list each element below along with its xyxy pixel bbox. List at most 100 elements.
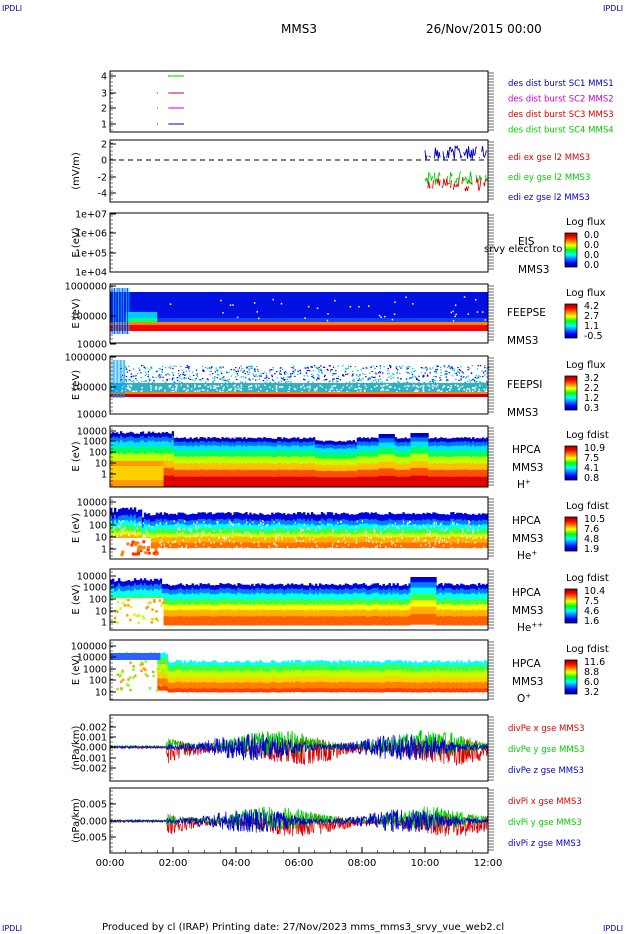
hpca-cell	[374, 445, 377, 451]
hpca-cell	[390, 542, 393, 549]
hpca-cell	[402, 469, 405, 478]
hpca-cell	[241, 476, 244, 488]
feepsi-gap	[459, 386, 462, 389]
feepsi-speckle	[353, 378, 355, 380]
feepsi-gap	[159, 386, 162, 388]
hpca-cell	[430, 476, 433, 488]
hpca-he-speck	[439, 537, 441, 540]
hpca-cell	[336, 458, 340, 466]
feepsi-speckle	[248, 378, 250, 380]
hpca-cell	[277, 476, 280, 488]
hpca-cell	[203, 532, 206, 537]
hpca-cell	[199, 547, 202, 560]
feepsi-speckle	[312, 374, 315, 376]
feepsi-speckle	[486, 382, 488, 384]
hpca-cell	[273, 457, 276, 465]
hpca-cell	[149, 530, 153, 535]
feepsi-gap	[257, 391, 260, 393]
hpca-he-speck	[209, 525, 211, 528]
hpca-cell	[227, 456, 230, 464]
feepsi-gap	[129, 384, 131, 386]
feepsi-gap	[475, 386, 477, 388]
hpca-cell	[454, 520, 457, 526]
hpca-cell	[368, 542, 372, 549]
feepsi-speckle	[357, 375, 360, 377]
hpca-cell	[396, 451, 399, 458]
hpca-cell	[225, 528, 228, 534]
feepsi-gap	[111, 388, 114, 390]
hpca-cell	[177, 450, 181, 458]
hpca-cell	[247, 469, 250, 477]
feepsi-speckle	[180, 365, 182, 368]
hpca-cell	[237, 456, 240, 464]
hpca-cell	[229, 476, 232, 488]
hpca-cell	[293, 542, 296, 549]
feepsi-gap	[433, 385, 436, 387]
hpca-cell	[454, 441, 457, 447]
hpca-cell	[444, 525, 447, 531]
hpca-cell	[207, 547, 210, 560]
hpca-cell	[486, 450, 489, 457]
feepsi-speckle	[121, 374, 124, 376]
hpca-cell	[193, 542, 196, 549]
hpca-cell	[233, 457, 236, 465]
hpca-cell	[304, 438, 308, 443]
hpca-cell	[291, 469, 294, 477]
hpca-he-speck	[315, 529, 317, 532]
hpca-cell	[259, 463, 262, 471]
hpca-cell	[113, 591, 117, 598]
hpca-cell	[342, 519, 346, 525]
feepsi-speckle	[271, 379, 274, 381]
hpca-he-speck	[262, 549, 264, 552]
hpca-he-early	[121, 550, 125, 554]
hpca-cell	[297, 450, 300, 457]
hpca-cell	[428, 547, 431, 560]
hpca-cell	[183, 456, 186, 464]
hpca-cell	[161, 436, 165, 442]
feepsi-speckle	[158, 374, 161, 376]
hpca-cell	[466, 537, 469, 544]
hpca-cell	[253, 542, 256, 549]
hpca-cell	[338, 477, 342, 488]
hpca-cell	[346, 528, 350, 534]
hpca-cell	[336, 471, 340, 478]
hpca-he-speck	[312, 538, 314, 541]
feepsi-speckle	[406, 368, 408, 370]
hpca-cell	[151, 452, 155, 461]
feepsi-speckle	[254, 375, 256, 377]
feepsi-speckle	[252, 378, 254, 380]
hpca-he-speck	[294, 521, 297, 524]
hpca-cell	[400, 445, 403, 452]
hpca-cell	[125, 446, 129, 454]
feepsi-speckle	[181, 381, 183, 384]
hpca-cell	[426, 542, 429, 549]
hpca-cell	[464, 524, 467, 529]
hpca-cell	[241, 520, 244, 526]
hpca-cell	[476, 534, 479, 539]
feepsi-speckle	[171, 379, 174, 381]
feepsi-speckle	[187, 366, 189, 368]
hpca-cell	[414, 461, 417, 469]
hpca-cell	[336, 441, 340, 446]
feepsi-speckle	[484, 370, 487, 372]
hpca-cell	[195, 476, 198, 488]
hpca-cell	[322, 453, 326, 460]
feepsi-gap	[483, 388, 485, 391]
hpca-he-speck	[470, 549, 472, 552]
feepsi-speckle	[484, 367, 486, 369]
hpca-cell	[245, 527, 248, 533]
hpca-cell	[442, 529, 445, 535]
hpca-cell	[382, 521, 385, 526]
hpca-he-early	[153, 542, 157, 546]
hpca-cell	[454, 456, 457, 464]
hpca-cell	[141, 527, 145, 532]
feepsi-speckle	[329, 371, 332, 373]
hpca-cell	[205, 442, 208, 447]
feepsi-speckle	[202, 370, 204, 372]
hpca-cell	[374, 512, 377, 520]
hpca-cell	[404, 529, 407, 535]
hpca-cell	[299, 547, 302, 560]
feepsi-speckle	[457, 370, 459, 372]
hpca-cell	[434, 476, 437, 488]
hpca-cell	[466, 450, 469, 457]
